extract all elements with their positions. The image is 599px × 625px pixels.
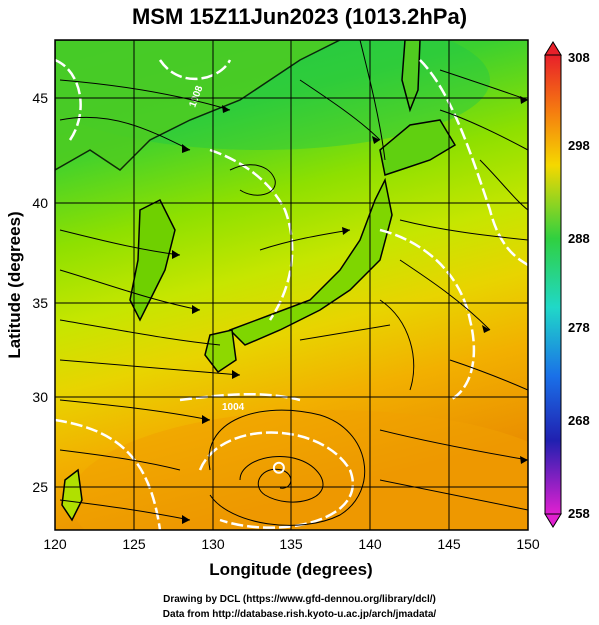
colorbar: 308 298 288 278 268 258 <box>544 41 590 528</box>
streamlines <box>59 40 528 526</box>
y-axis-ticks: 25 30 35 40 45 <box>32 90 48 495</box>
korea-landmass <box>129 198 176 322</box>
typhoon-center-marker <box>272 461 285 474</box>
taiwan <box>61 468 83 522</box>
credit-data-source: Data from http://database.rish.kyoto-u.a… <box>162 609 437 620</box>
y-tick-35: 35 <box>32 295 48 311</box>
colorbar-tick-258: 258 <box>568 506 590 521</box>
x-tick-150: 150 <box>516 536 540 552</box>
x-tick-130: 130 <box>201 536 225 552</box>
x-tick-140: 140 <box>358 536 382 552</box>
y-tick-40: 40 <box>32 195 48 211</box>
colorbar-tick-268: 268 <box>568 413 590 428</box>
x-tick-125: 125 <box>122 536 146 552</box>
y-axis-label: Latitude (degrees) <box>5 211 24 358</box>
warm-region-south <box>70 410 528 530</box>
credit-drawing: Drawing by DCL (https://www.gfd-dennou.o… <box>163 594 436 605</box>
colorbar-tick-278: 278 <box>568 320 590 335</box>
y-tick-45: 45 <box>32 90 48 106</box>
isobar-label-1004: 1004 <box>222 402 245 413</box>
asian-continent-coast <box>55 40 341 171</box>
graticule <box>55 40 528 530</box>
map-title: MSM 15Z11Jun2023 (1013.2hPa) <box>131 4 468 29</box>
japan-hokkaido <box>379 119 457 176</box>
japan-honshu <box>228 177 393 346</box>
x-axis-label: Longitude (degrees) <box>209 560 372 579</box>
streamline-arrowheads <box>172 96 528 524</box>
sakhalin <box>401 40 421 113</box>
colorbar-tick-308: 308 <box>568 50 590 65</box>
x-axis-ticks: 120 125 130 135 140 145 150 <box>43 536 540 552</box>
x-tick-120: 120 <box>43 536 67 552</box>
x-tick-135: 135 <box>279 536 303 552</box>
colorbar-tick-298: 298 <box>568 138 590 153</box>
colorbar-tick-288: 288 <box>568 231 590 246</box>
plot-frame <box>54 39 529 531</box>
y-tick-30: 30 <box>32 389 48 405</box>
x-tick-145: 145 <box>437 536 461 552</box>
y-tick-25: 25 <box>32 479 48 495</box>
